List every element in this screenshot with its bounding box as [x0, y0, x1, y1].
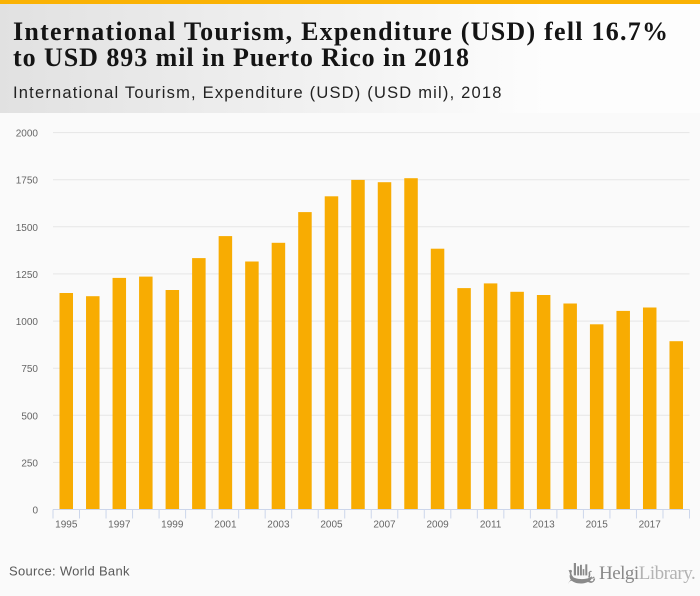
- svg-text:2005: 2005: [320, 520, 343, 531]
- svg-text:500: 500: [21, 411, 38, 422]
- svg-text:250: 250: [21, 458, 38, 469]
- svg-text:2013: 2013: [532, 520, 555, 531]
- svg-text:Source: World Bank: Source: World Bank: [9, 564, 130, 579]
- svg-text:HelgiLibrary.: HelgiLibrary.: [599, 563, 695, 584]
- svg-text:2011: 2011: [480, 520, 502, 531]
- svg-text:1999: 1999: [161, 520, 184, 531]
- svg-text:2017: 2017: [639, 520, 662, 531]
- svg-text:2015: 2015: [586, 520, 609, 531]
- svg-text:2007: 2007: [373, 520, 396, 531]
- svg-text:2000: 2000: [16, 129, 39, 140]
- svg-text:1997: 1997: [108, 520, 131, 531]
- svg-text:1750: 1750: [16, 176, 39, 187]
- svg-text:1000: 1000: [16, 317, 39, 328]
- svg-text:1250: 1250: [16, 270, 39, 281]
- svg-text:2001: 2001: [214, 520, 237, 531]
- svg-text:750: 750: [21, 364, 38, 375]
- svg-text:2009: 2009: [426, 520, 449, 531]
- svg-text:0: 0: [32, 506, 38, 517]
- svg-text:2003: 2003: [267, 520, 290, 531]
- svg-text:1500: 1500: [16, 223, 39, 234]
- svg-text:1995: 1995: [55, 520, 78, 531]
